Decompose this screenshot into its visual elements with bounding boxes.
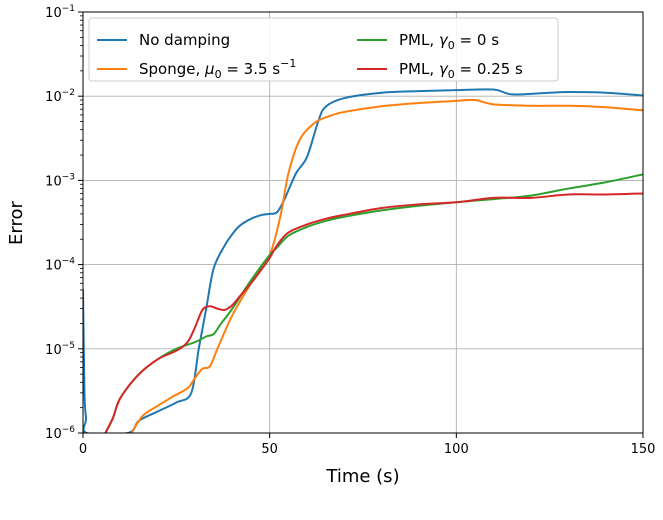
y-tick-base: 10 xyxy=(45,343,62,358)
y-tick-exponent: −5 xyxy=(62,341,75,351)
legend-box xyxy=(88,17,559,82)
series-line-0 xyxy=(83,88,643,433)
legend-entry-3: PML, γ0 = 0.25 s xyxy=(399,60,523,81)
series-line-1 xyxy=(130,98,643,433)
x-axis-ticks: 0 50 100 150 xyxy=(79,433,656,457)
y-axis-label: Error xyxy=(6,200,27,244)
plot-frame xyxy=(82,11,644,434)
series-line-3 xyxy=(104,192,643,433)
legend-text-part: = 0.25 s xyxy=(455,60,523,78)
y-tick-base: 10 xyxy=(45,6,62,21)
legend-text-part: 0 xyxy=(215,68,222,81)
y-tick-exponent: −6 xyxy=(62,425,76,435)
legend-entry-2: PML, γ0 = 0 s xyxy=(399,31,499,52)
legend-text-part: Sponge, xyxy=(139,60,205,78)
plot-background xyxy=(83,12,643,433)
legend-entry-1: Sponge, μ0 = 3.5 s−1 xyxy=(139,57,296,81)
x-tick-label: 150 xyxy=(631,442,656,457)
y-tick-base: 10 xyxy=(45,259,62,274)
x-tick-label: 0 xyxy=(79,442,87,457)
legend-text-part: 0 xyxy=(448,68,455,81)
y-tick-exponent: −1 xyxy=(62,4,75,14)
y-tick-base: 10 xyxy=(45,427,62,442)
legend-text-part: = 3.5 s xyxy=(222,60,281,78)
y-tick-base: 10 xyxy=(45,174,62,189)
y-tick-label: 10−2 xyxy=(45,88,75,105)
legend-text-part: −1 xyxy=(280,57,296,70)
legend-text-part: μ xyxy=(204,60,215,78)
y-tick-exponent: −3 xyxy=(62,172,75,182)
series-lines xyxy=(83,88,643,433)
y-tick-label: 10−6 xyxy=(45,425,75,442)
y-tick-exponent: −4 xyxy=(62,257,76,267)
legend-text-part: = 0 s xyxy=(455,31,499,49)
legend-text-part: γ xyxy=(439,60,449,78)
legend-text-part: γ xyxy=(439,31,449,49)
y-axis-ticks: 10−610−510−410−310−210−1 xyxy=(45,4,83,442)
legend-text-part: 0 xyxy=(448,39,455,52)
legend-text-part: PML, xyxy=(399,31,439,49)
x-tick-label: 100 xyxy=(444,442,469,457)
legend-text-part: No damping xyxy=(139,31,230,49)
y-tick-base: 10 xyxy=(45,90,62,105)
x-axis-label: Time (s) xyxy=(325,466,399,487)
y-tick-label: 10−1 xyxy=(45,4,75,21)
x-tick-label: 50 xyxy=(261,442,278,457)
legend-text-part: PML, xyxy=(399,60,439,78)
y-tick-label: 10−3 xyxy=(45,172,75,189)
y-tick-label: 10−5 xyxy=(45,341,75,358)
y-tick-label: 10−4 xyxy=(45,257,75,274)
legend-entry-0: No damping xyxy=(139,31,230,49)
y-tick-exponent: −2 xyxy=(62,88,75,98)
